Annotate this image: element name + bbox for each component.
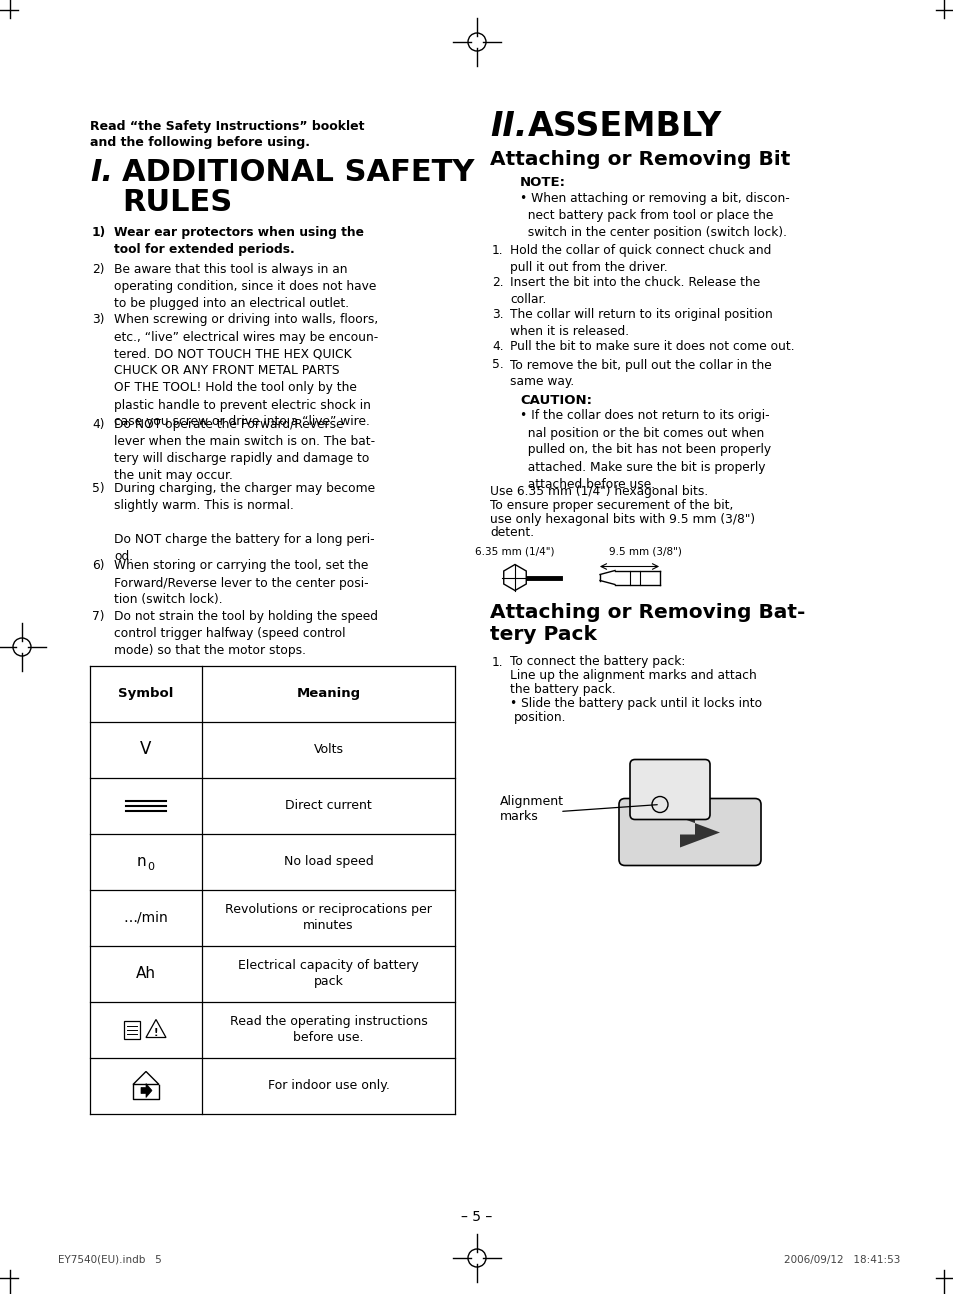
Text: Direct current: Direct current	[285, 798, 372, 813]
Text: Hold the collar of quick connect chuck and
pull it out from the driver.: Hold the collar of quick connect chuck a…	[510, 245, 771, 274]
Text: When storing or carrying the tool, set the
Forward/Reverse lever to the center p: When storing or carrying the tool, set t…	[113, 559, 368, 607]
Text: V: V	[140, 740, 152, 758]
Text: Read “the Safety Instructions” booklet: Read “the Safety Instructions” booklet	[90, 120, 364, 133]
Text: – 5 –: – 5 –	[461, 1210, 492, 1224]
Text: Volts: Volts	[314, 743, 343, 756]
Text: 1): 1)	[91, 226, 106, 239]
Text: 3.: 3.	[492, 308, 503, 321]
Text: Be aware that this tool is always in an
operating condition, since it does not h: Be aware that this tool is always in an …	[113, 263, 376, 311]
Text: 2): 2)	[91, 263, 105, 276]
Polygon shape	[679, 818, 720, 848]
Bar	[124, 1021, 140, 1039]
Text: Attaching or Removing Bit: Attaching or Removing Bit	[490, 150, 789, 170]
Text: 0: 0	[148, 862, 154, 871]
Text: • When attaching or removing a bit, discon-
  nect battery pack from tool or pla: • When attaching or removing a bit, disc…	[519, 192, 789, 239]
Text: marks: marks	[499, 810, 538, 823]
Text: Do not strain the tool by holding the speed
control trigger halfway (speed contr: Do not strain the tool by holding the sp…	[113, 609, 377, 657]
Polygon shape	[141, 1083, 152, 1097]
Text: position.: position.	[514, 712, 566, 725]
Text: use only hexagonal bits with 9.5 mm (3/8"): use only hexagonal bits with 9.5 mm (3/8…	[490, 512, 755, 525]
Text: EY7540(EU).indb   5: EY7540(EU).indb 5	[58, 1255, 162, 1266]
Text: !: !	[153, 1027, 158, 1038]
Text: 5): 5)	[91, 481, 105, 496]
Text: the battery pack.: the battery pack.	[510, 683, 615, 696]
FancyBboxPatch shape	[629, 760, 709, 819]
Text: Do NOT operate the Forward/Reverse
lever when the main switch is on. The bat-
te: Do NOT operate the Forward/Reverse lever…	[113, 418, 375, 481]
Text: 5.: 5.	[492, 358, 503, 371]
Text: Wear ear protectors when using the
tool for extended periods.: Wear ear protectors when using the tool …	[113, 226, 364, 256]
Text: ADDITIONAL SAFETY: ADDITIONAL SAFETY	[122, 158, 474, 188]
Text: II.: II.	[490, 110, 527, 144]
Text: Ah: Ah	[136, 967, 156, 981]
Text: Attaching or Removing Bat-: Attaching or Removing Bat-	[490, 603, 804, 622]
Text: 6.35 mm (1/4"): 6.35 mm (1/4")	[475, 546, 554, 556]
Text: 4): 4)	[91, 418, 105, 431]
Text: • If the collar does not return to its origi-
  nal position or the bit comes ou: • If the collar does not return to its o…	[519, 409, 770, 490]
Text: NOTE:: NOTE:	[519, 176, 565, 189]
Text: During charging, the charger may become
slightly warm. This is normal.

Do NOT c: During charging, the charger may become …	[113, 481, 375, 563]
Text: ASSEMBLY: ASSEMBLY	[527, 110, 721, 144]
Text: • Slide the battery pack until it locks into: • Slide the battery pack until it locks …	[510, 697, 761, 710]
Text: To connect the battery pack:: To connect the battery pack:	[510, 656, 684, 669]
FancyBboxPatch shape	[618, 798, 760, 866]
Text: 3): 3)	[91, 313, 105, 326]
Text: To ensure proper securement of the bit,: To ensure proper securement of the bit,	[490, 498, 733, 511]
Text: Symbol: Symbol	[118, 687, 173, 700]
Text: 7): 7)	[91, 609, 105, 622]
Text: Revolutions or reciprocations per
minutes: Revolutions or reciprocations per minute…	[225, 903, 432, 932]
Text: 2.: 2.	[492, 276, 503, 289]
Text: 6): 6)	[91, 559, 105, 572]
Text: Alignment: Alignment	[499, 795, 563, 807]
Text: Line up the alignment marks and attach: Line up the alignment marks and attach	[510, 669, 756, 682]
Text: No load speed: No load speed	[283, 855, 373, 868]
Text: Electrical capacity of battery
pack: Electrical capacity of battery pack	[238, 959, 418, 989]
Text: detent.: detent.	[490, 527, 534, 540]
Text: The collar will return to its original position
when it is released.: The collar will return to its original p…	[510, 308, 772, 338]
Text: To remove the bit, pull out the collar in the
same way.: To remove the bit, pull out the collar i…	[510, 358, 771, 388]
Text: When screwing or driving into walls, floors,
etc., “live” electrical wires may b: When screwing or driving into walls, flo…	[113, 313, 377, 428]
Text: Meaning: Meaning	[296, 687, 360, 700]
Text: Use 6.35 mm (1/4") hexagonal bits.: Use 6.35 mm (1/4") hexagonal bits.	[490, 484, 707, 497]
Text: CAUTION:: CAUTION:	[519, 393, 592, 406]
Text: For indoor use only.: For indoor use only.	[267, 1079, 389, 1092]
Text: Read the operating instructions
before use.: Read the operating instructions before u…	[230, 1014, 427, 1044]
Text: 1.: 1.	[492, 245, 503, 258]
Text: 4.: 4.	[492, 340, 503, 353]
Text: …/min: …/min	[124, 911, 168, 924]
Text: RULES: RULES	[122, 188, 232, 217]
Text: 2006/09/12   18:41:53: 2006/09/12 18:41:53	[782, 1255, 899, 1266]
Text: n: n	[136, 854, 146, 870]
Text: 9.5 mm (3/8"): 9.5 mm (3/8")	[608, 546, 680, 556]
Text: tery Pack: tery Pack	[490, 625, 597, 644]
Text: and the following before using.: and the following before using.	[90, 136, 310, 149]
Text: 1.: 1.	[492, 656, 503, 669]
Text: Pull the bit to make sure it does not come out.: Pull the bit to make sure it does not co…	[510, 340, 794, 353]
Text: I.: I.	[90, 158, 112, 188]
Text: Insert the bit into the chuck. Release the
collar.: Insert the bit into the chuck. Release t…	[510, 276, 760, 305]
